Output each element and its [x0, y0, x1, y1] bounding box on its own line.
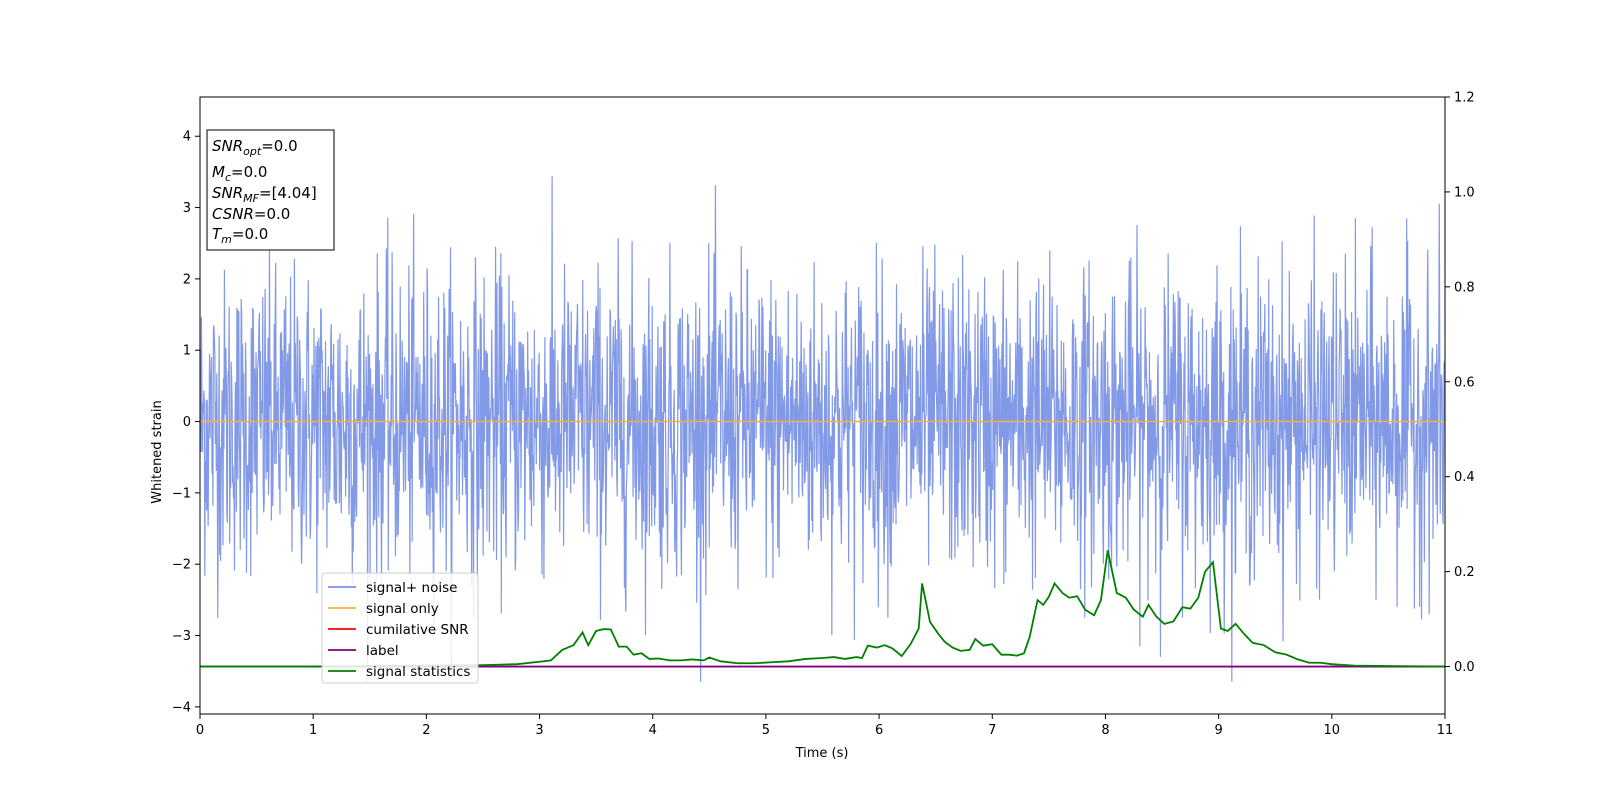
x-tick-label: 3	[535, 723, 543, 738]
y-tick-label-right: 0.2	[1454, 565, 1475, 580]
y-tick-label-right: 0.0	[1454, 660, 1475, 675]
y-tick-label-left: −1	[172, 486, 191, 501]
legend-label: signal only	[366, 601, 439, 617]
y-axis-label: Whitened strain	[150, 400, 165, 503]
x-tick-label: 4	[649, 723, 657, 738]
x-tick-label: 8	[1101, 723, 1109, 738]
legend-label: label	[366, 643, 399, 659]
x-tick-label: 5	[762, 723, 770, 738]
x-tick-label: 0	[196, 723, 204, 738]
x-tick-label: 10	[1324, 723, 1341, 738]
x-tick-label: 6	[875, 723, 883, 738]
y-tick-label-right: 0.4	[1454, 470, 1475, 485]
y-tick-label-left: 4	[183, 130, 191, 145]
y-tick-label-left: 3	[183, 201, 191, 216]
legend-label: cumilative SNR	[366, 622, 469, 638]
axes: 0 1 2 3 4 5 6 7 8 9 10 11 −4 −3 −2 −1 0 1 2 3 4 0.0 0.2 0.4 0.6 0…	[172, 91, 1475, 739]
legend: signal+ noise signal only cumilative SNR la…	[321, 572, 479, 684]
y-tick-label-left: 1	[183, 344, 191, 359]
x-axis-label: Time (s)	[795, 746, 849, 761]
x-tick-label: 11	[1437, 723, 1454, 738]
annotation-mc: Mc=0.0	[212, 163, 267, 184]
plot-frame	[199, 96, 1446, 715]
y-tick-label-left: −3	[172, 629, 191, 644]
annotation-tm: Tm=0.0	[212, 225, 268, 246]
y-tick-label-right: 0.6	[1454, 375, 1475, 390]
annotation-snr-opt: SNRopt=0.0	[212, 137, 298, 158]
x-tick-label: 2	[422, 723, 430, 738]
y-tick-label-right: 0.8	[1454, 280, 1475, 295]
legend-label: signal+ noise	[366, 580, 457, 596]
y-tick-label-left: −2	[172, 558, 191, 573]
y-tick-label-right: 1.0	[1454, 185, 1475, 200]
y-tick-label-left: 2	[183, 272, 191, 287]
annotation-box: SNRopt=0.0 Mc=0.0 SNRMF=[4.04] CSNR=0.0 …	[206, 129, 335, 251]
series-signal-noise-line	[200, 176, 1445, 682]
y-tick-label-left: −4	[172, 700, 191, 715]
annotation-csnr: CSNR=0.0	[212, 205, 290, 223]
x-tick-label: 7	[988, 723, 996, 738]
x-tick-label: 1	[309, 723, 317, 738]
annotation-snr-mf: SNRMF=[4.04]	[212, 184, 317, 205]
x-tick-label: 9	[1214, 723, 1222, 738]
series-signal-statistics-line	[200, 550, 1445, 668]
legend-label: signal statistics	[366, 664, 470, 680]
y-tick-label-right: 1.2	[1454, 91, 1475, 106]
y-tick-label-left: 0	[183, 415, 191, 430]
